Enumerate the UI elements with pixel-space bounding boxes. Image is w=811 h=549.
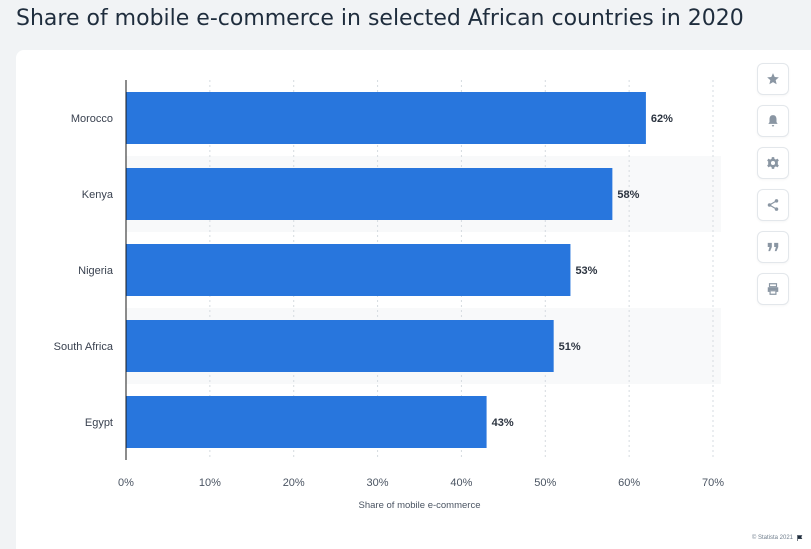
chart-toolbar xyxy=(757,63,789,305)
x-tick-label: 10% xyxy=(199,477,221,489)
x-tick-label: 30% xyxy=(367,477,389,489)
data-label: 53% xyxy=(575,265,597,277)
share-button[interactable] xyxy=(757,189,789,221)
x-tick-label: 50% xyxy=(534,477,556,489)
category-label: Nigeria xyxy=(78,265,114,277)
x-tick-label: 20% xyxy=(283,477,305,489)
print-icon xyxy=(767,283,779,295)
x-tick-label: 70% xyxy=(702,477,724,489)
chart-card: Morocco 62% Kenya 58% Nigeria 53% South Africa… xyxy=(16,50,811,549)
bell-icon xyxy=(768,115,778,127)
data-label: 58% xyxy=(617,189,639,201)
settings-button[interactable] xyxy=(757,147,789,179)
bar-egypt[interactable] xyxy=(126,396,487,448)
copyright-credit[interactable]: © Statista 2021 xyxy=(751,535,793,541)
data-label: 62% xyxy=(651,113,673,125)
flag-icon[interactable] xyxy=(797,535,803,541)
category-label: South Africa xyxy=(54,341,114,353)
bar-nigeria[interactable] xyxy=(126,244,571,296)
category-label: Morocco xyxy=(71,113,113,125)
print-button[interactable] xyxy=(757,273,789,305)
bar-morocco[interactable] xyxy=(126,92,646,144)
x-axis-title: Share of mobile e-commerce xyxy=(359,500,481,511)
category-label: Egypt xyxy=(85,417,113,429)
data-label: 43% xyxy=(492,417,514,429)
x-tick-label: 60% xyxy=(618,477,640,489)
star-icon xyxy=(767,73,779,85)
favorite-button[interactable] xyxy=(757,63,789,95)
category-label: Kenya xyxy=(82,189,114,201)
page-title: Share of mobile e-commerce in selected A… xyxy=(16,6,744,31)
cite-button[interactable] xyxy=(757,231,789,263)
share-icon xyxy=(767,199,779,211)
gear-icon xyxy=(767,157,779,169)
notification-button[interactable] xyxy=(757,105,789,137)
quote-icon xyxy=(767,242,779,252)
bar-kenya[interactable] xyxy=(126,168,613,220)
x-tick-label: 0% xyxy=(118,477,134,489)
x-tick-label: 40% xyxy=(450,477,472,489)
bar-chart: Morocco 62% Kenya 58% Nigeria 53% South Africa… xyxy=(54,80,724,511)
footer: © Statista 2021 xyxy=(752,535,803,541)
bar-south-africa[interactable] xyxy=(126,320,554,372)
data-label: 51% xyxy=(559,341,581,353)
